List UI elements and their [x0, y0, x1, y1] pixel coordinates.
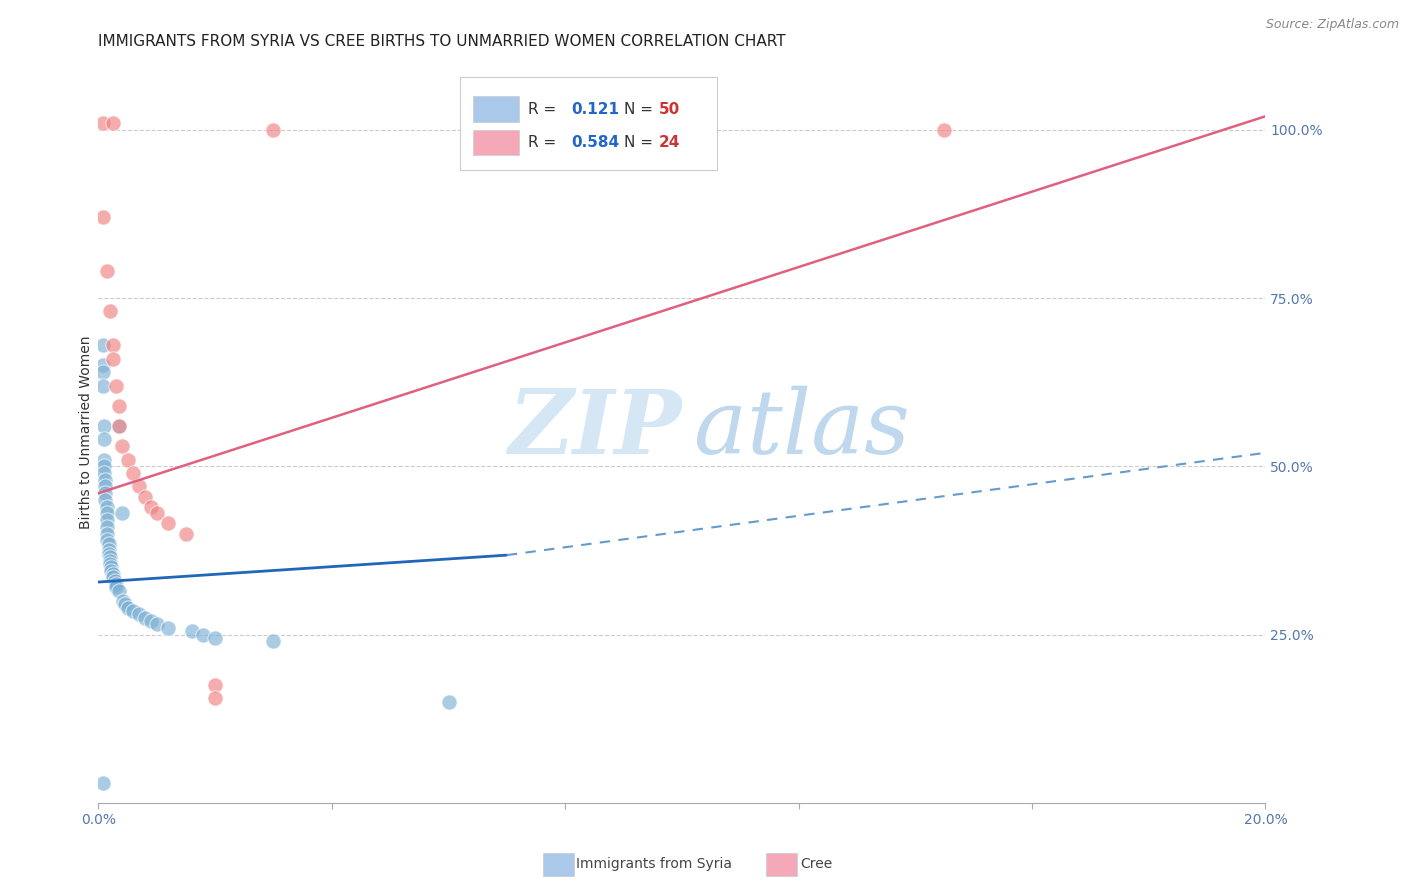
- Point: [93, 452, 115, 467]
- Text: R =: R =: [527, 135, 561, 150]
- Point: [91, 365, 114, 379]
- Point: [117, 452, 139, 467]
- Point: [96, 526, 118, 541]
- Point: [94, 486, 117, 500]
- Point: [128, 479, 150, 493]
- Text: N =: N =: [624, 135, 658, 150]
- Point: [96, 513, 118, 527]
- Point: [96, 500, 118, 514]
- Point: [96, 507, 118, 521]
- Point: [94, 492, 117, 507]
- Point: [437, 695, 460, 709]
- Point: [96, 264, 118, 278]
- Point: [97, 547, 120, 561]
- Point: [134, 490, 156, 504]
- Point: [96, 533, 118, 548]
- Text: R =: R =: [527, 102, 561, 117]
- Point: [122, 604, 145, 618]
- Point: [101, 116, 124, 130]
- Point: [111, 594, 134, 608]
- Text: Cree: Cree: [800, 857, 832, 871]
- Point: [134, 610, 156, 624]
- Y-axis label: Births to Unmarried Women: Births to Unmarried Women: [79, 336, 93, 529]
- Point: [104, 581, 127, 595]
- Point: [91, 338, 114, 352]
- Point: [122, 466, 145, 480]
- Point: [157, 621, 180, 635]
- Point: [91, 359, 114, 373]
- Point: [204, 631, 226, 645]
- Point: [100, 560, 122, 574]
- Point: [180, 624, 202, 639]
- Text: N =: N =: [624, 102, 658, 117]
- Point: [94, 479, 117, 493]
- Point: [104, 574, 127, 588]
- Point: [146, 617, 169, 632]
- Text: 24: 24: [658, 135, 681, 150]
- Point: [139, 500, 162, 514]
- FancyBboxPatch shape: [472, 96, 519, 121]
- Point: [100, 564, 122, 578]
- Point: [91, 775, 114, 789]
- Point: [174, 526, 197, 541]
- Point: [117, 600, 139, 615]
- Point: [91, 116, 114, 130]
- Point: [193, 627, 215, 641]
- Text: 50: 50: [658, 102, 681, 117]
- Point: [934, 122, 956, 136]
- Point: [101, 351, 124, 366]
- Point: [128, 607, 150, 622]
- Text: atlas: atlas: [693, 385, 910, 473]
- Point: [93, 433, 115, 447]
- Point: [108, 418, 131, 433]
- Point: [204, 678, 226, 692]
- FancyBboxPatch shape: [460, 78, 717, 169]
- Point: [139, 614, 162, 628]
- Text: Immigrants from Syria: Immigrants from Syria: [576, 857, 733, 871]
- Point: [114, 597, 136, 611]
- Point: [157, 516, 180, 531]
- Text: ZIP: ZIP: [509, 385, 682, 472]
- Point: [146, 507, 169, 521]
- Point: [91, 211, 114, 225]
- Point: [98, 553, 121, 567]
- Point: [104, 378, 127, 392]
- Point: [97, 543, 120, 558]
- Point: [93, 459, 115, 474]
- Point: [204, 691, 226, 706]
- Point: [96, 520, 118, 534]
- Point: [98, 550, 121, 565]
- Point: [91, 378, 114, 392]
- Point: [108, 583, 131, 598]
- Point: [496, 122, 519, 136]
- Point: [93, 418, 115, 433]
- Point: [108, 418, 131, 433]
- Point: [111, 439, 134, 453]
- Text: IMMIGRANTS FROM SYRIA VS CREE BIRTHS TO UNMARRIED WOMEN CORRELATION CHART: IMMIGRANTS FROM SYRIA VS CREE BIRTHS TO …: [98, 34, 786, 49]
- Point: [101, 566, 124, 581]
- FancyBboxPatch shape: [472, 130, 519, 155]
- Point: [104, 577, 127, 591]
- Point: [108, 399, 131, 413]
- Point: [111, 507, 134, 521]
- Point: [98, 557, 121, 571]
- Point: [98, 304, 121, 318]
- Text: 0.584: 0.584: [571, 135, 619, 150]
- Text: 0.121: 0.121: [571, 102, 619, 117]
- Point: [101, 570, 124, 584]
- Point: [97, 536, 120, 550]
- Point: [93, 466, 115, 480]
- Point: [94, 473, 117, 487]
- Point: [262, 634, 284, 648]
- Point: [101, 338, 124, 352]
- Point: [262, 122, 284, 136]
- Text: Source: ZipAtlas.com: Source: ZipAtlas.com: [1265, 18, 1399, 31]
